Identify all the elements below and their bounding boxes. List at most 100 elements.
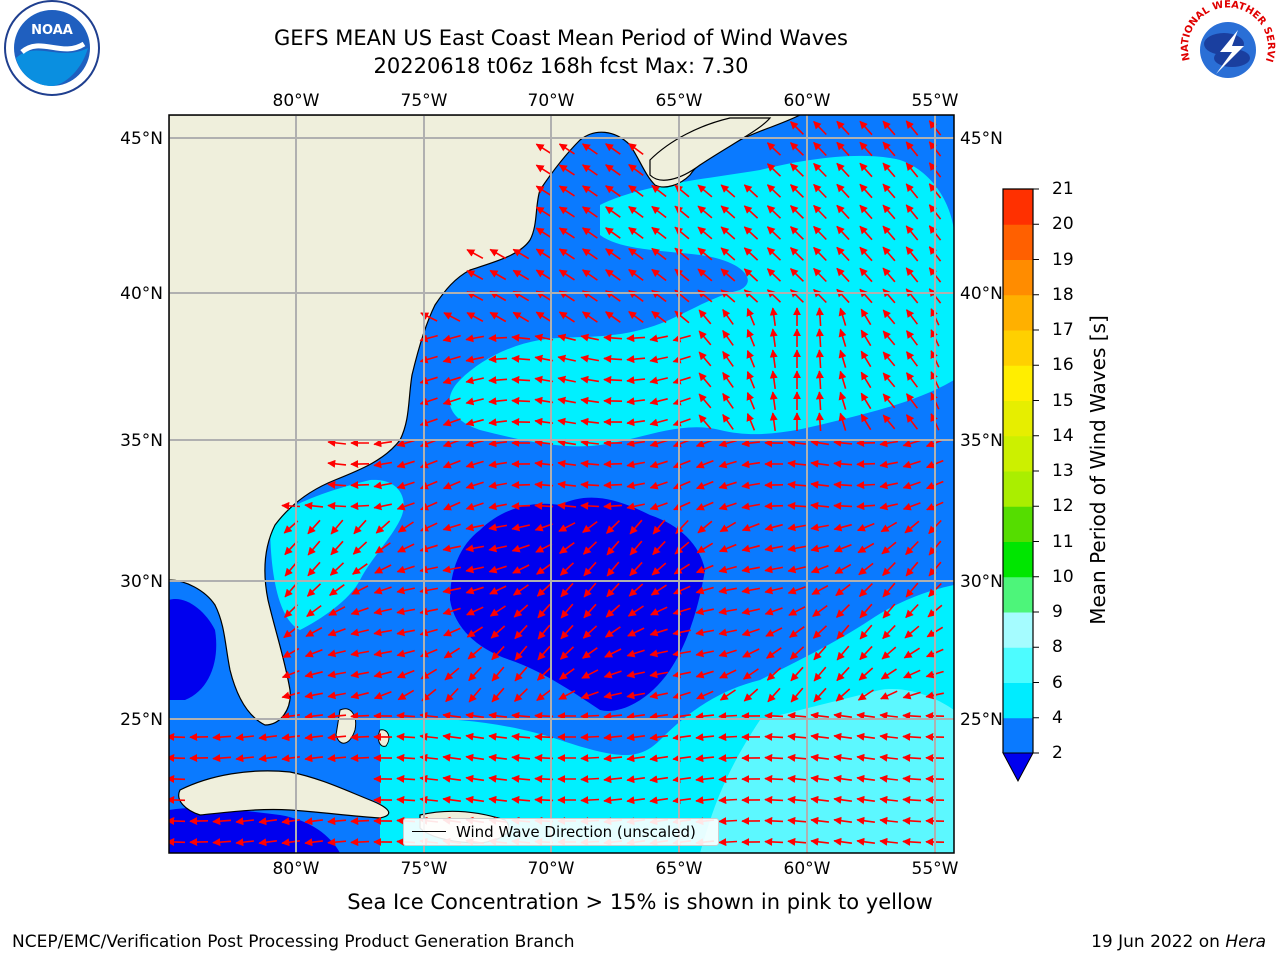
wind-arrow xyxy=(535,543,553,553)
wind-arrow xyxy=(787,480,807,489)
chart-title: GEFS MEAN US East Coast Mean Period of W… xyxy=(274,26,848,50)
wind-arrow xyxy=(465,502,484,511)
wind-arrow xyxy=(329,562,345,576)
wind-arrow xyxy=(718,543,737,553)
wind-arrow xyxy=(902,753,922,762)
wind-arrow xyxy=(465,544,485,553)
wind-arrow xyxy=(560,603,574,619)
wind-arrow xyxy=(581,669,599,679)
wind-arrow xyxy=(536,563,552,575)
wind-arrow xyxy=(443,627,461,637)
wind-arrow xyxy=(628,142,644,156)
wind-arrow xyxy=(443,501,461,511)
wind-arrow xyxy=(603,375,623,384)
wind-arrow xyxy=(860,329,872,347)
wind-arrow xyxy=(605,269,621,281)
wind-arrow xyxy=(628,205,644,219)
x-tick-bottom: 60°W xyxy=(784,859,831,879)
wind-arrow xyxy=(511,732,531,741)
wind-arrow xyxy=(905,540,919,556)
wind-arrow xyxy=(697,268,713,282)
wind-arrow xyxy=(741,586,761,595)
x-tick-top: 75°W xyxy=(401,91,448,111)
wind-arrow xyxy=(626,796,646,805)
wind-arrow xyxy=(790,184,804,198)
wind-arrow xyxy=(558,227,575,239)
wind-arrow xyxy=(626,460,646,469)
wind-arrow xyxy=(902,691,921,700)
wind-arrow xyxy=(859,204,873,220)
wind-arrow xyxy=(558,311,575,323)
wind-arrow xyxy=(581,185,598,197)
wind-arrow xyxy=(396,711,416,720)
wind-arrow xyxy=(764,607,783,616)
wind-arrow xyxy=(718,817,738,826)
wind-arrow xyxy=(741,439,760,448)
wind-arrow xyxy=(466,626,484,638)
wind-arrow xyxy=(902,774,922,783)
wind-arrow xyxy=(212,817,232,826)
wind-arrow xyxy=(672,733,692,742)
wind-arrow xyxy=(534,417,554,426)
wind-arrow xyxy=(327,480,347,489)
wind-arrow xyxy=(258,754,278,763)
wind-arrow xyxy=(581,248,598,260)
wind-arrow xyxy=(535,311,553,323)
wind-arrow xyxy=(235,838,254,847)
wind-arrow xyxy=(833,543,852,553)
wind-arrow xyxy=(905,288,919,304)
wind-arrow xyxy=(833,732,853,741)
wind-arrow xyxy=(882,624,896,640)
wind-arrow xyxy=(511,544,530,553)
wind-arrow xyxy=(860,413,872,431)
wind-arrow xyxy=(672,418,691,427)
wind-arrow xyxy=(902,460,921,469)
wind-arrow xyxy=(605,143,621,155)
wind-arrow xyxy=(722,371,734,388)
wind-arrow xyxy=(558,143,575,155)
y-ticks-right: 45°N 40°N 35°N 30°N 25°N xyxy=(960,129,1003,730)
colorbar-segment xyxy=(1003,541,1033,578)
wind-arrow xyxy=(603,670,622,679)
wind-arrow xyxy=(743,289,759,303)
wind-arrow xyxy=(882,288,896,304)
wind-arrow xyxy=(834,563,852,575)
wind-arrow xyxy=(304,817,323,826)
wind-arrow xyxy=(882,141,896,157)
wind-arrow xyxy=(790,687,804,703)
wind-arrow xyxy=(879,460,898,469)
wind-arrow xyxy=(882,309,896,325)
map-area xyxy=(169,115,954,853)
footer-date: 19 Jun 2022 on Hera xyxy=(1091,932,1266,952)
wind-arrow xyxy=(580,796,600,805)
wind-arrow xyxy=(787,837,807,846)
wind-arrow xyxy=(695,649,714,658)
wind-arrow xyxy=(764,502,784,511)
x-tick-bottom: 55°W xyxy=(912,859,959,879)
wind-arrow xyxy=(350,691,369,700)
wind-arrow xyxy=(626,775,646,784)
wind-arrow xyxy=(879,774,898,783)
wind-arrow xyxy=(488,544,507,553)
wind-arrow xyxy=(580,354,600,363)
wind-arrow xyxy=(675,519,689,535)
wind-arrow xyxy=(304,838,323,847)
wind-arrow xyxy=(742,668,759,680)
wind-arrow xyxy=(350,754,370,763)
colorbar-segment xyxy=(1003,224,1033,260)
wind-arrow xyxy=(442,586,461,595)
wind-arrow xyxy=(603,775,623,784)
wind-arrow xyxy=(284,582,298,598)
colorbar-segment xyxy=(1003,471,1033,507)
wind-arrow xyxy=(582,520,598,534)
colorbar-tick-label: 18 xyxy=(1052,284,1074,305)
wind-arrow xyxy=(743,268,759,282)
wind-arrow xyxy=(442,565,462,574)
wind-arrow xyxy=(353,519,367,535)
wind-arrow xyxy=(674,268,690,282)
wind-arrow xyxy=(835,583,851,597)
wind-arrow xyxy=(810,753,829,762)
wind-arrow xyxy=(580,417,599,426)
wind-arrow xyxy=(905,162,919,178)
sea-ice-note: Sea Ice Concentration > 15% is shown in … xyxy=(347,890,933,914)
